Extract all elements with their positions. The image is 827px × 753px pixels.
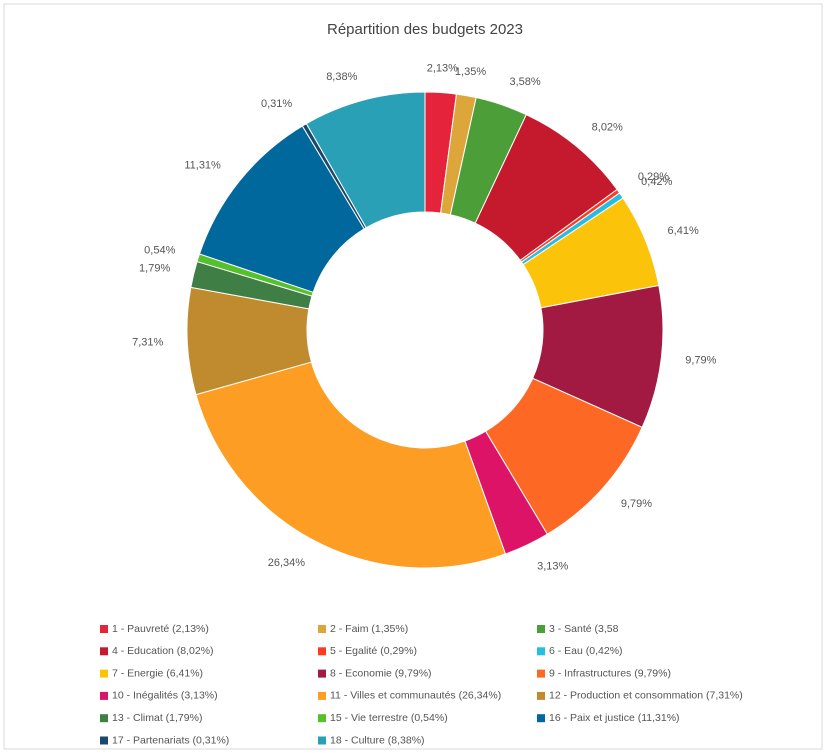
legend-label: 4 - Education (8,02%) <box>112 645 214 657</box>
legend-label: 1 - Pauvreté (2,13%) <box>112 623 209 635</box>
data-label: 3,13% <box>537 561 568 573</box>
data-label: 8,38% <box>326 71 357 83</box>
legend-swatch <box>537 714 545 723</box>
legend-swatch <box>318 736 326 745</box>
legend-label: 7 - Energie (6,41%) <box>112 667 203 679</box>
legend-label: 15 - Vie terrestre (0,54%) <box>330 712 448 724</box>
legend-swatch <box>537 691 545 700</box>
legend-label: 16 - Paix et justice (11,31%) <box>549 712 680 724</box>
data-label: 0,29% <box>638 171 669 183</box>
legend-swatch <box>100 625 108 633</box>
legend-label: 8 - Economie (9,79%) <box>330 667 432 679</box>
legend-label: 6 - Eau (0,42%) <box>549 645 623 657</box>
legend-swatch <box>318 669 326 678</box>
slice <box>195 361 507 569</box>
data-label: 11,31% <box>184 160 221 172</box>
legend-swatch <box>318 647 326 656</box>
data-label: 3,58% <box>509 76 540 88</box>
legend-label: 17 - Partenariats (0,31%) <box>112 734 229 746</box>
chart-title: Répartition des budgets 2023 <box>327 21 523 38</box>
data-label: 2,13% <box>427 62 458 74</box>
data-label: 26,34% <box>268 557 306 569</box>
legend-swatch <box>100 736 108 745</box>
data-label: 0,31% <box>261 98 292 110</box>
legend-label: 9 - Infrastructures (9,79%) <box>549 667 671 679</box>
legend-swatch <box>100 714 108 723</box>
legend-swatch <box>537 625 545 633</box>
data-label: 9,79% <box>621 498 652 510</box>
slice <box>305 91 426 229</box>
data-label: 8,02% <box>592 122 623 134</box>
legend-label: 2 - Faim (1,35%) <box>330 623 408 635</box>
legend-swatch <box>100 691 108 700</box>
legend-label: 11 - Villes et communautés (26,34%) <box>330 690 501 702</box>
legend-label: 12 - Production et consommation (7,31%) <box>549 690 743 702</box>
data-label: 6,41% <box>668 225 699 237</box>
legend-swatch <box>318 625 326 633</box>
legend-label: 10 - Inégalités (3,13%) <box>112 690 218 702</box>
data-label: 9,79% <box>685 354 716 366</box>
legend-label: 3 - Santé (3,58 <box>549 623 619 635</box>
data-label: 0,54% <box>144 244 175 256</box>
legend-label: 13 - Climat (1,79%) <box>112 712 202 724</box>
legend-swatch <box>318 714 326 723</box>
legend-swatch <box>318 691 326 700</box>
legend-label: 5 - Egalité (0,29%) <box>330 645 417 657</box>
data-label: 7,31% <box>132 336 163 348</box>
legend-swatch <box>537 647 545 656</box>
legend-swatch <box>537 669 545 678</box>
legend-label: 18 - Culture (8,38%) <box>330 734 425 746</box>
data-label: 1,79% <box>139 263 170 275</box>
data-label: 0,42% <box>641 176 672 188</box>
legend-swatch <box>100 647 108 656</box>
legend-swatch <box>100 669 108 678</box>
data-label: 1,35% <box>455 66 486 78</box>
